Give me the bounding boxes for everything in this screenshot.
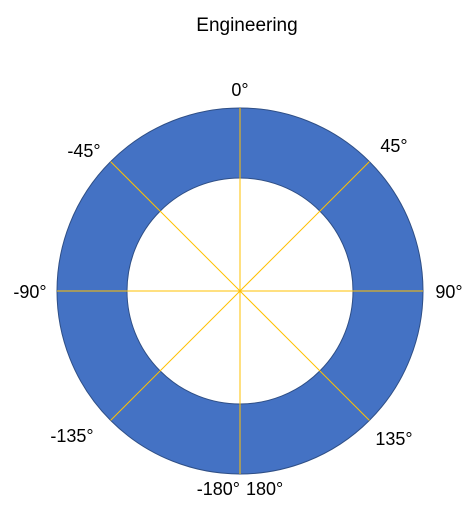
angle-label: -45° xyxy=(67,141,100,161)
chart-title: Engineering xyxy=(196,15,297,36)
angle-labels: 0° 45° 90° 135° 180° -180° -135° -90° -45° xyxy=(13,80,462,499)
angle-label: 90° xyxy=(435,282,462,302)
angle-label: 180° xyxy=(246,479,283,499)
spoke-line xyxy=(110,290,241,421)
angle-label: -90° xyxy=(13,282,46,302)
angle-label: 135° xyxy=(375,429,412,449)
angle-label: 45° xyxy=(380,136,407,156)
spoke-line xyxy=(110,161,241,292)
spoke-line xyxy=(239,290,370,421)
spoke-line xyxy=(239,161,370,292)
angle-label: -135° xyxy=(50,426,93,446)
spoke-lines xyxy=(57,108,423,474)
angle-label: 0° xyxy=(231,80,248,100)
angle-label: -180° xyxy=(197,479,240,499)
